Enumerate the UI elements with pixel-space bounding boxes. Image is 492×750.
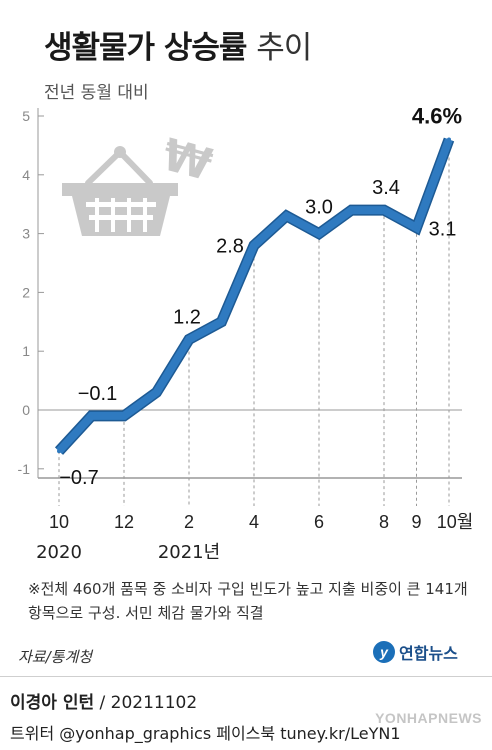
data-point: [349, 208, 354, 213]
data-label: 4.6%: [412, 104, 462, 129]
x-tick-label: 12: [114, 512, 134, 532]
data-point: [447, 137, 451, 142]
data-point: [57, 449, 61, 454]
yonhap-logo-icon: y: [373, 641, 395, 663]
data-point: [122, 413, 126, 418]
data-point: [187, 337, 191, 342]
watermark: YONHAPNEWS: [375, 710, 482, 726]
y-tick-label: 0: [22, 402, 30, 418]
data-point: [382, 208, 386, 213]
data-label: 3.1: [429, 219, 457, 241]
y-tick-label: 4: [22, 167, 30, 183]
y-tick-label: -1: [18, 461, 31, 477]
data-label: 2.8: [216, 235, 244, 257]
year-label: 2021년: [158, 542, 220, 563]
shopping-basket-icon: [62, 146, 178, 236]
data-point: [219, 319, 224, 324]
credit-line: 이경아 인턴 / 20211102: [10, 688, 197, 713]
x-tick-label: 8: [379, 512, 389, 532]
title-main: 생활물가 상승률: [44, 30, 247, 66]
yonhap-logo: y 연합뉴스: [373, 640, 458, 664]
credit-name: 이경아 인턴: [10, 693, 95, 713]
data-label: −0.7: [59, 467, 98, 489]
data-label: 3.0: [305, 197, 333, 219]
won-sign-icon: ₩: [157, 129, 217, 191]
x-tick-label: 4: [249, 512, 259, 532]
data-point: [252, 243, 256, 248]
y-tick-label: 3: [22, 226, 30, 242]
data-point: [284, 213, 289, 218]
credit-date: / 20211102: [99, 693, 198, 713]
footnote: ※전체 460개 품목 중 소비자 구입 빈도가 높고 지출 비중이 큰 141…: [28, 580, 468, 622]
chart-title: 생활물가 상승률 추이: [44, 22, 312, 67]
logo-text: 연합뉴스: [399, 644, 458, 663]
source-label: 자료/통계청: [18, 648, 93, 666]
year-label: 2020: [36, 542, 82, 563]
data-point: [317, 231, 321, 236]
social-links: 트위터 @yonhap_graphics 페이스북 tuney.kr/LeYN1: [10, 724, 401, 743]
chart-subtitle: 전년 동월 대비: [44, 83, 149, 103]
y-tick-label: 1: [22, 343, 30, 359]
x-tick-label: 10월: [437, 512, 474, 532]
y-tick-label: 5: [22, 108, 30, 124]
x-tick-label: 10: [49, 512, 69, 532]
data-point: [414, 225, 419, 230]
data-label: 1.2: [173, 306, 201, 328]
data-point: [154, 390, 159, 395]
data-label: 3.4: [372, 177, 400, 199]
x-tick-label: 9: [411, 512, 421, 532]
title-suffix: 추이: [256, 30, 312, 66]
data-label: −0.1: [78, 383, 117, 405]
x-tick-label: 2: [184, 512, 194, 532]
svg-text:₩: ₩: [157, 129, 217, 191]
y-tick-label: 2: [22, 284, 30, 300]
divider: [0, 676, 492, 677]
x-tick-label: 6: [314, 512, 324, 532]
data-point: [89, 413, 94, 418]
